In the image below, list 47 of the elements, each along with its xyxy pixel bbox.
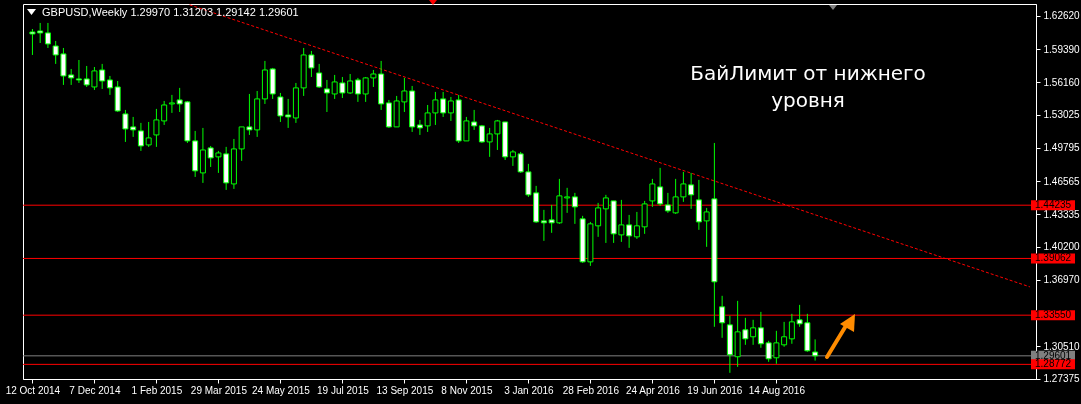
x-tick-label: 1 Feb 2015: [131, 384, 183, 396]
candlestick: [719, 295, 726, 339]
ref-line-label: 1.44235: [1035, 199, 1072, 211]
chart-title: GBPUSD,Weekly 1.29970 1.31203 1.29142 1.29601: [42, 6, 299, 18]
candlestick: [106, 75, 113, 96]
ref-line-label: 1.29601: [1035, 349, 1072, 361]
x-tick-label: 19 Jun 2016: [687, 384, 743, 396]
x-tick-label: 28 Feb 2016: [562, 384, 620, 396]
y-tick-label: 1.30510: [1043, 340, 1081, 352]
candlestick: [354, 77, 361, 103]
candlestick: [199, 127, 206, 184]
y-tick-label: 1.46565: [1043, 175, 1081, 187]
candlestick: [316, 63, 323, 89]
candlestick: [114, 80, 121, 113]
x-tick-label: 12 Oct 2014: [5, 384, 61, 396]
x-tick-label: 7 Dec 2014: [69, 384, 121, 396]
ref-line-label: 1.33550: [1035, 309, 1072, 321]
candlestick: [571, 192, 578, 225]
x-tick-label: 13 Sep 2015: [376, 384, 434, 396]
x-tick-label: 24 Apr 2016: [625, 384, 681, 396]
y-tick-label: 1.59390: [1043, 43, 1081, 55]
y-tick-label: 1.40200: [1043, 241, 1081, 253]
x-tick-label: 29 Mar 2015: [190, 384, 248, 396]
candlestick: [385, 99, 392, 129]
y-tick-label: 1.43335: [1043, 208, 1081, 220]
ref-line-label: 1.39062: [1035, 252, 1072, 264]
x-tick-label: 19 Jul 2015: [317, 384, 370, 396]
candlestick: [812, 338, 819, 362]
candlestick: [137, 122, 144, 152]
y-tick-label: 1.62620: [1043, 10, 1081, 22]
candlestick: [323, 79, 330, 113]
x-tick-label: 14 Aug 2016: [748, 384, 806, 396]
ref-line-label: 1.28772: [1035, 358, 1072, 370]
candlestick: [75, 59, 82, 84]
y-tick-label: 1.49795: [1043, 142, 1081, 154]
annotation: БайЛимит от нижнего уровня: [689, 60, 927, 114]
y-tick-label: 1.53025: [1043, 109, 1081, 121]
y-tick-label: 1.27375: [1043, 373, 1081, 385]
candlestick: [44, 22, 51, 49]
candlestick: [145, 121, 152, 148]
candlestick: [168, 94, 175, 114]
x-tick-label: 8 Nov 2015: [441, 384, 493, 396]
y-tick-label: 1.56160: [1043, 76, 1081, 88]
candlestick: [416, 119, 423, 136]
x-tick-label: 24 May 2015: [252, 384, 311, 396]
x-tick-label: 3 Jan 2016: [504, 384, 555, 396]
y-tick-label: 1.36970: [1043, 274, 1081, 286]
